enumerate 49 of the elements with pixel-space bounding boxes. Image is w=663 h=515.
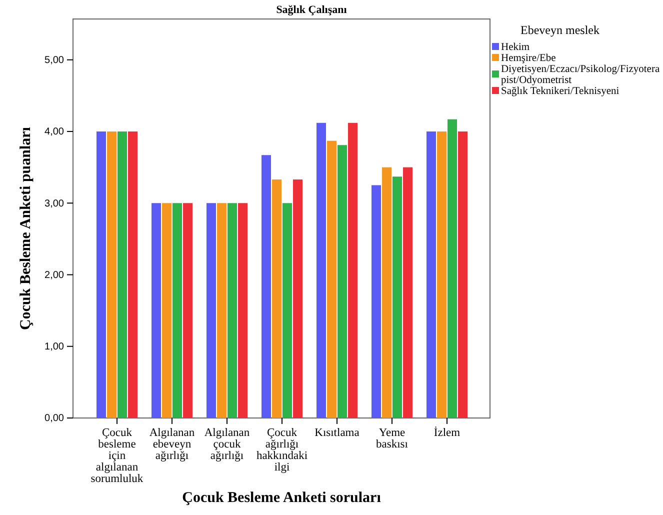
y-tick-label: 0,00 xyxy=(44,413,64,424)
bar xyxy=(107,131,116,418)
bar xyxy=(282,203,292,418)
legend-title: Ebeveyn meslek xyxy=(520,23,600,37)
chart-title: Sağlık Çalışanı xyxy=(276,4,347,16)
bar xyxy=(272,179,282,418)
legend-label: Hekim xyxy=(501,42,530,53)
bar xyxy=(448,119,457,418)
y-axis-title: Çocuk Besleme Anketi puanları xyxy=(18,127,34,330)
bar xyxy=(437,131,446,418)
bar xyxy=(262,155,271,418)
bar xyxy=(152,203,161,418)
x-tick-label: Algılanan çocuk ağırlığı xyxy=(204,427,250,462)
bar xyxy=(183,203,192,418)
bar xyxy=(238,203,248,418)
y-tick-label: 4,00 xyxy=(44,126,64,138)
x-tick-label: Çocuk besleme için algılanan sorumluluk xyxy=(90,427,144,485)
bar xyxy=(338,145,347,418)
x-tick-label: İzlem xyxy=(434,426,460,439)
bar xyxy=(392,176,402,418)
bar xyxy=(96,131,106,418)
bar xyxy=(348,122,358,418)
bar xyxy=(118,131,127,418)
bar xyxy=(172,203,182,418)
y-tick-label: 2,00 xyxy=(44,270,64,281)
bar xyxy=(293,179,302,418)
x-axis-title: Çocuk Besleme Anketi soruları xyxy=(182,490,381,506)
bar xyxy=(128,131,138,418)
y-tick-label: 3,00 xyxy=(44,198,64,210)
bar xyxy=(206,203,216,418)
x-tick-label: Kısıtlama xyxy=(314,427,360,439)
legend-label: Diyetisyen/Eczacı/Psikolog/Fizyoterapist/Odyometrist xyxy=(501,64,660,86)
x-tick-label: Algılanan ebeveyn ağırlığı xyxy=(149,427,195,462)
bar xyxy=(382,167,392,418)
bar xyxy=(458,131,468,418)
y-tick-label: 1,00 xyxy=(44,342,64,353)
bar xyxy=(316,122,326,418)
bar xyxy=(327,140,336,418)
bar xyxy=(372,185,381,418)
bar xyxy=(228,203,237,418)
legend-label: Hemşire/Ebe xyxy=(501,53,556,64)
bar xyxy=(426,131,436,418)
x-tick-label: Çocuk ağırlığı hakkındaki ilgi xyxy=(256,427,308,474)
legend-label: Sağlık Teknikeri/Teknisyeni xyxy=(501,86,620,97)
bar xyxy=(403,167,412,418)
bar xyxy=(162,203,172,418)
y-tick-label: 5,00 xyxy=(44,55,64,66)
bar xyxy=(217,203,226,418)
x-tick-label: Yeme baskısı xyxy=(376,427,408,450)
